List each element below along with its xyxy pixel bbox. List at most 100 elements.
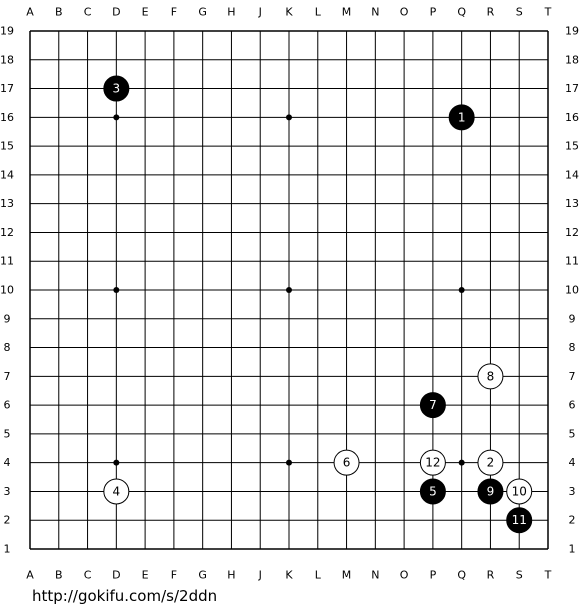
column-label: F (171, 569, 177, 582)
stone (419, 392, 446, 419)
row-label: 19 (0, 25, 14, 38)
move-number: 7 (429, 398, 437, 412)
stone (419, 449, 446, 476)
stone (506, 507, 533, 534)
column-label: T (544, 6, 552, 19)
move-number: 12 (425, 456, 440, 470)
row-label: 11 (565, 255, 579, 268)
row-label: 8 (4, 341, 11, 354)
row-label: 18 (0, 53, 14, 66)
move-number: 4 (113, 484, 121, 498)
row-label: 8 (569, 341, 576, 354)
column-label: P (430, 6, 437, 19)
row-label: 11 (0, 255, 14, 268)
row-label: 13 (565, 197, 579, 210)
stone (419, 478, 446, 505)
star-point (286, 114, 292, 121)
column-label: N (371, 6, 379, 19)
column-label: Q (457, 6, 466, 19)
column-label: C (84, 569, 92, 582)
column-label: J (258, 6, 262, 19)
row-label: 4 (4, 456, 11, 469)
row-label: 2 (569, 514, 576, 527)
row-label: 4 (569, 456, 576, 469)
row-label: 17 (0, 82, 14, 95)
row-label: 17 (565, 82, 579, 95)
move-number: 1 (458, 110, 466, 124)
star-point (286, 459, 292, 466)
column-label: R (487, 6, 495, 19)
column-label: G (198, 6, 207, 19)
star-point (113, 114, 120, 121)
row-label: 16 (0, 111, 14, 124)
row-label: 16 (565, 111, 579, 124)
column-label: M (342, 6, 352, 19)
row-label: 18 (565, 53, 579, 66)
move-number: 3 (113, 82, 121, 96)
column-label: O (400, 569, 409, 582)
column-label: L (315, 6, 322, 19)
column-label: D (112, 569, 120, 582)
row-label: 13 (0, 197, 14, 210)
column-label: R (487, 569, 495, 582)
row-label: 7 (569, 370, 576, 383)
star-point (458, 287, 465, 293)
row-label: 1 (4, 543, 11, 556)
row-label: 6 (569, 399, 576, 412)
row-label: 12 (565, 226, 579, 239)
move-number: 6 (343, 456, 351, 470)
column-label: S (516, 6, 523, 19)
row-label: 15 (0, 140, 14, 153)
star-point (458, 459, 465, 466)
column-label: A (26, 569, 34, 582)
column-label: O (400, 6, 409, 19)
column-label: A (26, 6, 34, 19)
row-label: 2 (4, 514, 11, 527)
column-label: M (342, 569, 352, 582)
column-label: K (285, 569, 293, 582)
star-point (113, 459, 120, 466)
column-label: N (371, 569, 379, 582)
move-number: 9 (487, 484, 495, 498)
column-label: T (544, 569, 552, 582)
row-label: 19 (565, 25, 579, 38)
stone (506, 478, 533, 505)
column-label: J (258, 569, 262, 582)
row-label: 3 (4, 485, 11, 498)
stone (103, 75, 130, 102)
column-label: H (227, 569, 235, 582)
stone (477, 449, 504, 476)
column-label: E (142, 569, 149, 582)
star-point (113, 287, 120, 293)
move-number: 10 (512, 484, 527, 498)
row-label: 7 (4, 370, 11, 383)
row-label: 5 (569, 427, 576, 440)
source-url: http://gokifu.com/s/2ddn (32, 587, 217, 605)
row-label: 1 (569, 543, 576, 556)
row-label: 10 (565, 284, 579, 297)
row-label: 10 (0, 284, 14, 297)
row-label: 15 (565, 140, 579, 153)
row-label: 14 (0, 168, 14, 181)
column-label: C (84, 6, 92, 19)
stone (103, 478, 130, 505)
column-label: L (315, 569, 322, 582)
row-label: 12 (0, 226, 14, 239)
column-label: B (55, 569, 63, 582)
column-label: G (198, 569, 207, 582)
stone (333, 449, 360, 476)
move-number: 8 (487, 369, 495, 383)
stone (477, 478, 504, 505)
move-number: 11 (512, 513, 527, 527)
column-label: S (516, 569, 523, 582)
star-point (286, 287, 292, 293)
row-label: 9 (569, 312, 576, 325)
column-label: B (55, 6, 63, 19)
column-label: H (227, 6, 235, 19)
move-number: 5 (429, 484, 437, 498)
column-label: K (285, 6, 293, 19)
stone (477, 363, 504, 390)
column-label: F (171, 6, 177, 19)
